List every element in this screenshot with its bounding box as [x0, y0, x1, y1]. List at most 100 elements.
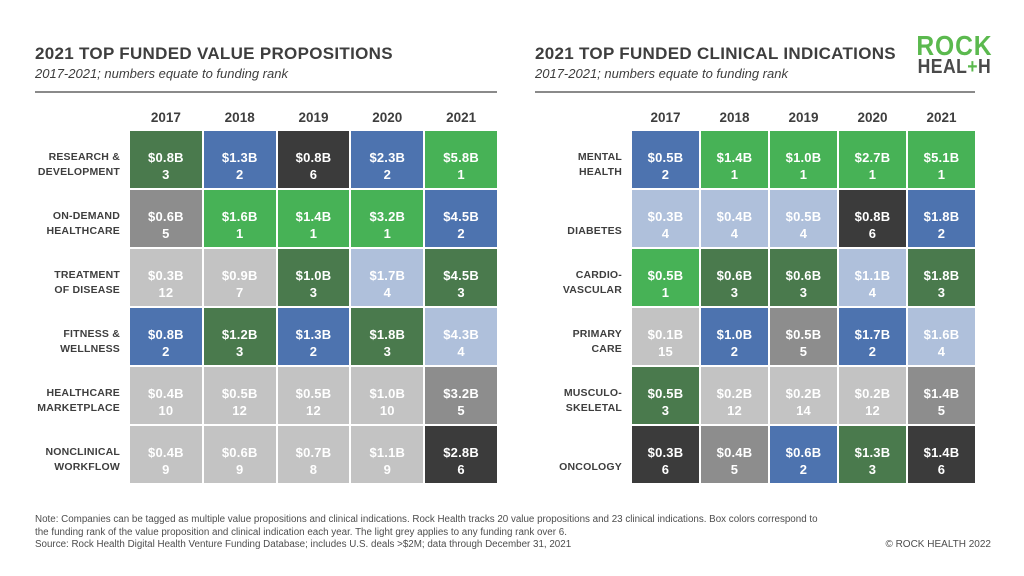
heatmap-cell: $0.3B 12	[130, 249, 202, 306]
cell-amount: $1.0B	[369, 386, 406, 401]
heatmap-cell: $0.5B 12	[203, 367, 276, 424]
row-label-line: OF DISEASE	[54, 284, 120, 296]
row-label: ONCOLOGY	[535, 426, 630, 483]
cell-amount: $5.8B	[443, 150, 479, 165]
cell-amount: $0.5B	[221, 386, 258, 401]
cell-amount: $2.3B	[369, 150, 406, 165]
cell-rank: 10	[158, 403, 174, 418]
row-label-line: SKELETAL	[565, 402, 622, 414]
header-corner	[535, 93, 630, 131]
cell-rank: 3	[457, 285, 465, 300]
cell-amount: $0.5B	[785, 327, 822, 342]
chart-title: 2021 TOP FUNDED VALUE PROPOSITIONS	[35, 44, 393, 63]
row-label: DIABETES	[535, 190, 630, 247]
cell-amount: $0.6B	[221, 445, 258, 460]
cell-rank: 2	[937, 226, 946, 241]
cell-rank: 3	[868, 462, 877, 477]
heatmap-cell: $0.6B 9	[203, 426, 276, 483]
row-label-line: MUSCULO-	[563, 387, 622, 399]
row-label: FITNESS & WELLNESS	[35, 308, 128, 365]
year-header: 2018	[224, 110, 255, 125]
cell-amount: $1.3B	[295, 327, 332, 342]
cell-rank: 9	[162, 462, 170, 477]
cell-amount: $0.9B	[221, 268, 258, 283]
cell-rank: 5	[457, 403, 465, 418]
cell-rank: 15	[658, 344, 673, 359]
row-label-line: HEALTHCARE	[46, 387, 120, 399]
heatmap-cell: $0.1B 15	[632, 308, 699, 365]
row-label-line: MARKETPLACE	[37, 402, 120, 414]
footer-note: Note: Companies can be tagged as multipl…	[35, 514, 818, 552]
cell-rank: 4	[457, 344, 465, 359]
row-label-line: DEVELOPMENT	[37, 166, 120, 178]
cell-amount: $0.6B	[785, 268, 822, 283]
heatmap-cell: $1.4B 1	[701, 131, 768, 188]
year-header-row: 2017 2018 2019 2020 2021	[535, 93, 975, 131]
cell-amount: $0.5B	[647, 386, 684, 401]
cell-amount: $0.4B	[716, 209, 753, 224]
cell-amount: $0.8B	[295, 150, 332, 165]
cell-rank: 2	[457, 226, 465, 241]
cell-rank: 4	[799, 226, 808, 241]
cell-amount: $0.8B	[148, 327, 184, 342]
cell-rank: 3	[799, 285, 808, 300]
heatmap-cell: $1.8B 3	[351, 308, 424, 365]
chart-title: 2021 TOP FUNDED CLINICAL INDICATIONS	[535, 44, 896, 63]
cell-amount: $1.3B	[854, 445, 891, 460]
cell-rank: 4	[730, 226, 739, 241]
heatmap-cell: $1.4B 1	[277, 190, 350, 247]
heatmap-cell: $0.5B 1	[632, 249, 699, 306]
cell-rank: 1	[309, 226, 318, 241]
row-label-line: VASCULAR	[562, 284, 622, 296]
cell-amount: $0.7B	[295, 445, 332, 460]
cell-rank: 12	[158, 285, 174, 300]
cell-amount: $1.1B	[369, 445, 406, 460]
row-label-line: MENTAL	[577, 151, 622, 163]
heatmap-cell: $0.8B 6	[839, 190, 906, 247]
heatmap-cell: $4.5B 3	[425, 249, 497, 306]
heatmap-cell: $4.3B 4	[425, 308, 497, 365]
cell-rank: 2	[730, 344, 739, 359]
row-label: ON-DEMAND HEALTHCARE	[35, 190, 128, 247]
row-label-line: PRIMARY	[572, 328, 622, 340]
cell-amount: $0.4B	[148, 386, 184, 401]
logo-plus-icon: +	[966, 56, 978, 78]
cell-amount: $0.4B	[148, 445, 184, 460]
heatmap-cell: $1.0B 1	[770, 131, 837, 188]
heatmap-cell: $5.1B 1	[908, 131, 975, 188]
row-label-line: ON-DEMAND	[52, 210, 120, 222]
row-label: TREATMENT OF DISEASE	[35, 249, 128, 306]
heatmap-cell: $1.0B 10	[351, 367, 424, 424]
heatmap-cell: $0.6B 3	[701, 249, 768, 306]
divider	[535, 91, 975, 93]
heatmap-cell: $0.2B 12	[701, 367, 768, 424]
logo-rock-text: ROCK	[915, 30, 992, 61]
cell-rank: 14	[796, 403, 811, 418]
heatmap-cell: $0.3B 6	[632, 426, 699, 483]
heatmap-cell: $0.8B 6	[277, 131, 350, 188]
cell-rank: 3	[661, 403, 670, 418]
heatmap-cell: $1.4B 5	[908, 367, 975, 424]
row-label: MUSCULO- SKELETAL	[535, 367, 630, 424]
source-line: Source: Rock Health Digital Health Ventu…	[35, 539, 572, 550]
cell-amount: $1.3B	[221, 150, 258, 165]
heatmap-cell: $0.5B 2	[632, 131, 699, 188]
cell-rank: 3	[730, 285, 739, 300]
heatmap-cell: $0.3B 4	[632, 190, 699, 247]
cell-rank: 6	[309, 167, 318, 182]
heatmap-cell: $1.3B 2	[277, 308, 350, 365]
row-label-line: CARE	[591, 343, 622, 355]
heatmap-cell: $0.6B 2	[770, 426, 837, 483]
cell-rank: 1	[937, 167, 946, 182]
cell-rank: 6	[661, 462, 670, 477]
cell-rank: 5	[730, 462, 739, 477]
cell-rank: 8	[309, 462, 318, 477]
divider	[35, 91, 497, 93]
heatmap-cell: $2.8B 6	[425, 426, 497, 483]
heatmap-cell: $0.5B 12	[277, 367, 350, 424]
cell-rank: 12	[727, 403, 742, 418]
cell-amount: $5.1B	[923, 150, 960, 165]
cell-rank: 3	[235, 344, 244, 359]
cell-amount: $0.3B	[148, 268, 184, 283]
row-label-line: TREATMENT	[54, 269, 120, 281]
